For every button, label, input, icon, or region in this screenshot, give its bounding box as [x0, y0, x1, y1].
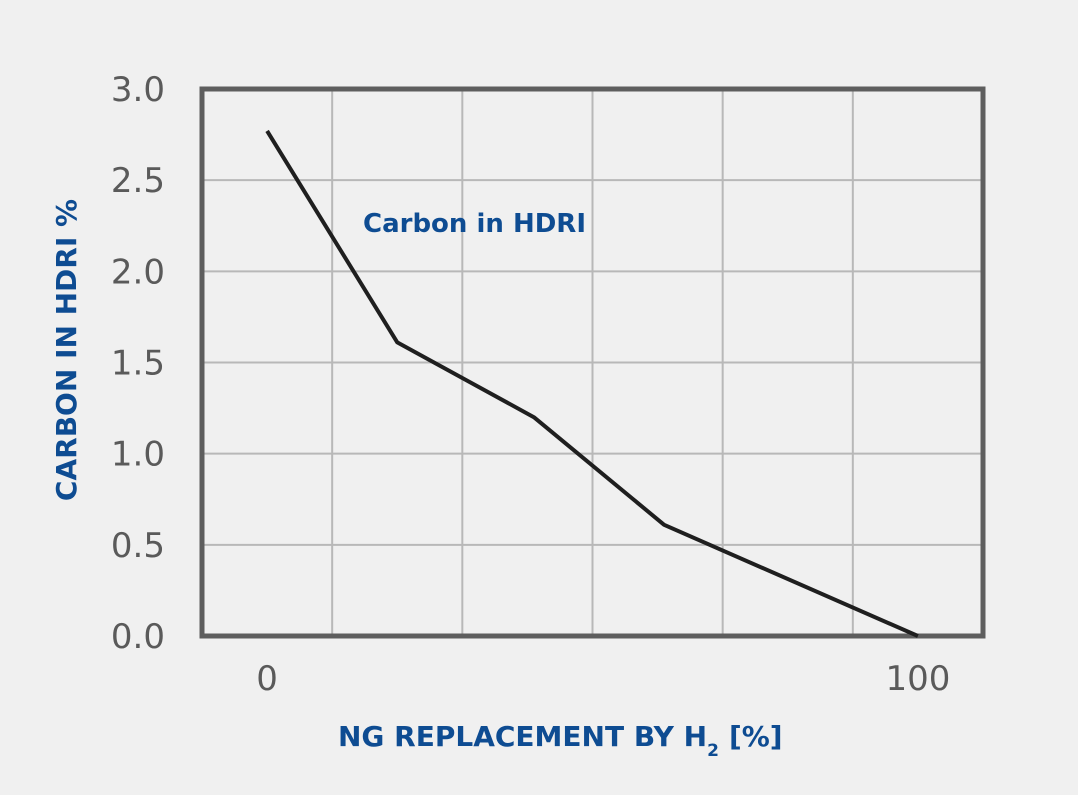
x-axis-label-suffix: [%]	[729, 720, 783, 753]
x-tick-label: 100	[885, 659, 950, 699]
y-tick-label: 0.5	[111, 526, 165, 566]
plot-frame	[199, 86, 986, 639]
y-axis-label: CARBON IN HDRI %	[50, 199, 83, 501]
x-axis-label: NG REPLACEMENT BY H2 [%]	[338, 720, 783, 761]
x-axis-label-main: NG REPLACEMENT BY H	[338, 720, 707, 753]
annotation-label: Carbon in HDRI	[363, 209, 586, 239]
series-line-carbon	[265, 129, 919, 638]
y-tick-label: 0.0	[111, 617, 165, 657]
x-tick-label: 0	[256, 659, 278, 699]
grid-lines	[202, 89, 983, 636]
y-tick-label: 2.0	[111, 252, 165, 292]
y-axis-ticks: 0.0 0.5 1.0 1.5 2.0 2.5 3.0	[111, 70, 165, 657]
y-tick-label: 2.5	[111, 161, 165, 201]
y-tick-label: 3.0	[111, 70, 165, 110]
x-axis-ticks: 0 100	[256, 659, 950, 699]
y-tick-label: 1.5	[111, 344, 165, 384]
x-axis-label-subscript: 2	[707, 741, 719, 761]
y-tick-label: 1.0	[111, 435, 165, 475]
